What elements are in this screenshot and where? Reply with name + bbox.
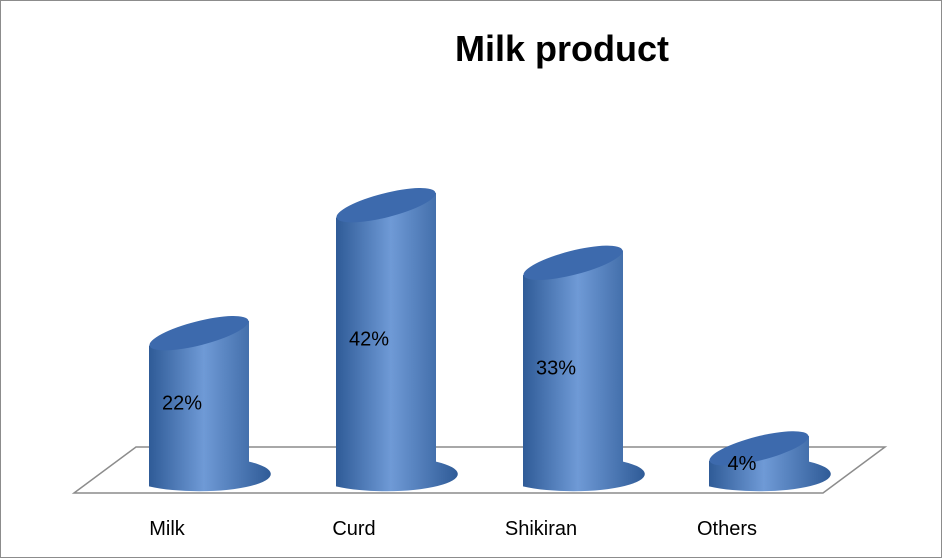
category-axis: Milk Curd Shikiran Others bbox=[149, 518, 757, 540]
data-label: 22% bbox=[162, 393, 202, 415]
bar-top-milk bbox=[149, 316, 249, 351]
category-label: Shikiran bbox=[505, 518, 577, 540]
chart-floor bbox=[71, 446, 888, 494]
bar-others bbox=[709, 436, 831, 492]
bar-top-others bbox=[709, 431, 809, 466]
bar-top-curd bbox=[336, 188, 436, 223]
bars-group: 22% 42% 33% 4% bbox=[149, 188, 831, 492]
chart-title: Milk product bbox=[455, 28, 669, 69]
bar-top-shikiran bbox=[523, 245, 623, 280]
bar-shikiran bbox=[523, 250, 645, 492]
category-label: Milk bbox=[149, 518, 186, 540]
bar-milk bbox=[149, 320, 271, 492]
category-label: Others bbox=[697, 518, 757, 540]
data-label: 4% bbox=[728, 453, 757, 475]
data-label: 42% bbox=[349, 329, 389, 351]
category-label: Curd bbox=[332, 518, 375, 540]
bar-curd bbox=[336, 192, 458, 492]
data-label: 33% bbox=[536, 357, 576, 379]
